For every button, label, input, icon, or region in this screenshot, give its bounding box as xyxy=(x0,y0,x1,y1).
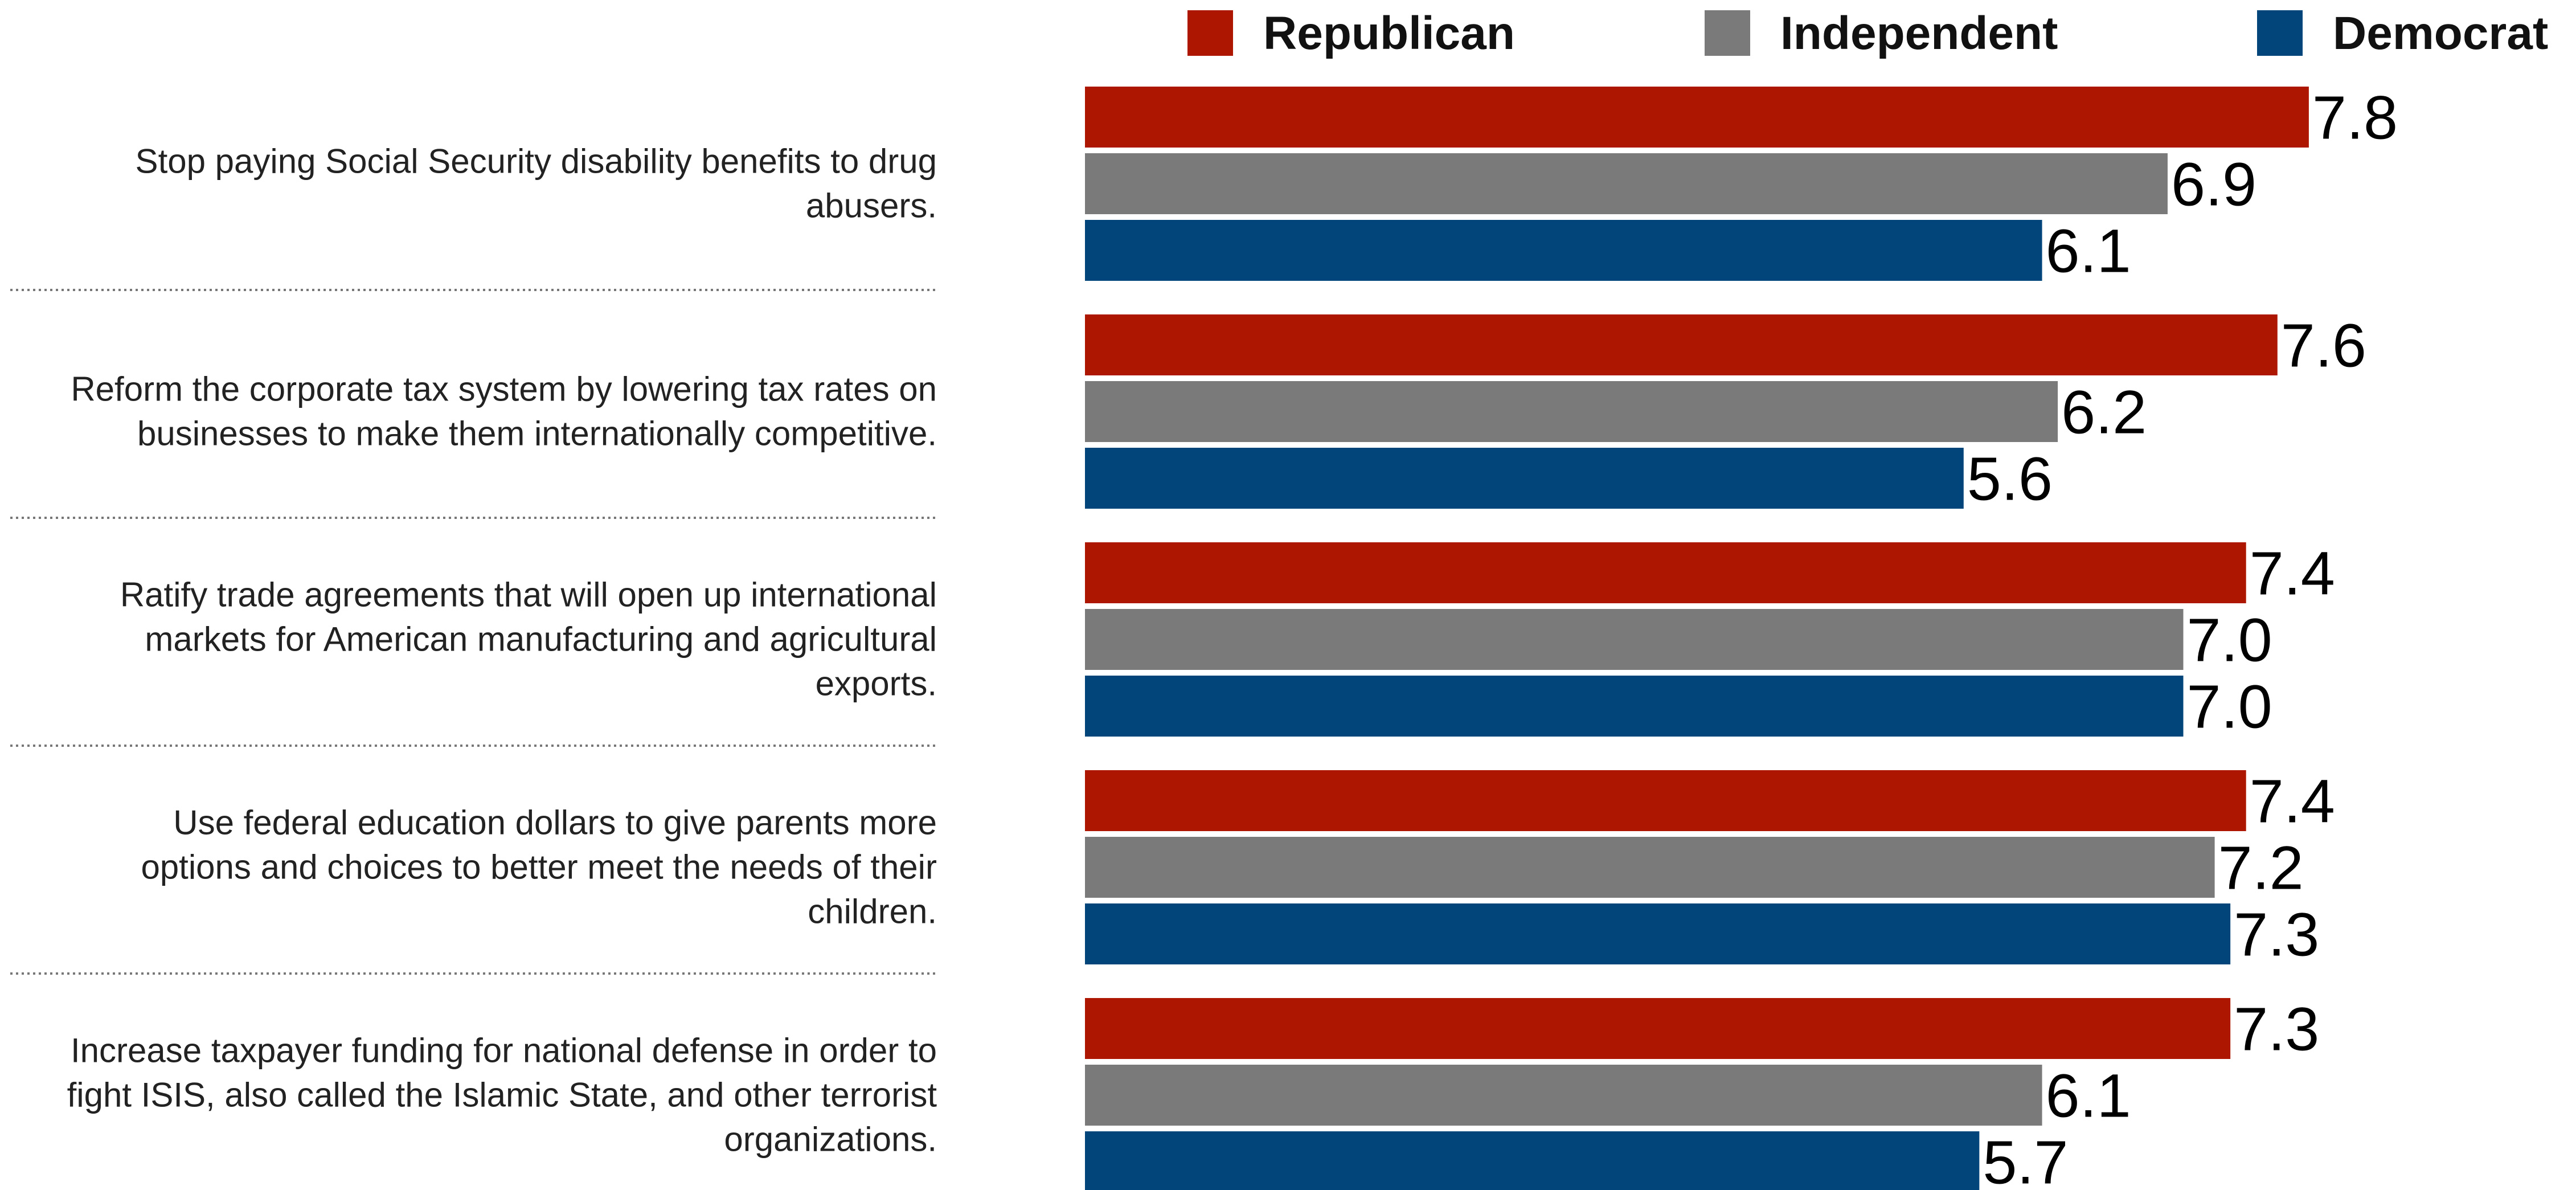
value-label: 7.0 xyxy=(2187,672,2272,741)
category-label: Stop paying Social Security disability b… xyxy=(136,142,937,181)
legend-label-republican: Republican xyxy=(1263,7,1515,59)
category-label: organizations. xyxy=(724,1121,937,1159)
legend-swatch-democrat xyxy=(2257,10,2303,56)
bar-republican xyxy=(1085,314,2278,375)
value-label: 5.7 xyxy=(1983,1128,2068,1190)
value-label: 7.3 xyxy=(2234,995,2319,1064)
legend-label-independent: Independent xyxy=(1780,7,2058,59)
value-label: 7.3 xyxy=(2234,900,2319,969)
bar-democrat xyxy=(1085,676,2184,737)
category-label: abusers. xyxy=(806,187,937,225)
bar-democrat xyxy=(1085,1131,1980,1190)
value-label: 7.0 xyxy=(2187,606,2272,674)
value-label: 7.6 xyxy=(2281,311,2366,380)
category-label: options and choices to better meet the n… xyxy=(141,848,937,886)
bar-independent xyxy=(1085,381,2058,442)
bar-democrat xyxy=(1085,903,2231,964)
bar-democrat xyxy=(1085,220,2042,281)
bar-republican xyxy=(1085,770,2246,831)
bar-independent xyxy=(1085,609,2184,670)
value-label: 7.4 xyxy=(2250,767,2335,836)
category-label: Ratify trade agreements that will open u… xyxy=(120,576,937,614)
value-label: 7.8 xyxy=(2312,83,2398,152)
value-label: 5.6 xyxy=(1967,444,2053,513)
bar-republican xyxy=(1085,87,2309,148)
bar-democrat xyxy=(1085,448,1964,509)
category-label: exports. xyxy=(816,665,937,703)
category-label: markets for American manufacturing and a… xyxy=(145,620,937,659)
bar-republican xyxy=(1085,998,2231,1059)
legend-swatch-independent xyxy=(1705,10,1750,56)
legend-swatch-republican xyxy=(1187,10,1233,56)
value-label: 6.1 xyxy=(2046,216,2131,285)
category-label: Reform the corporate tax system by lower… xyxy=(71,370,937,408)
value-label: 7.2 xyxy=(2218,833,2304,902)
bar-independent xyxy=(1085,837,2215,898)
value-label: 6.1 xyxy=(2046,1061,2131,1130)
category-label: businesses to make them internationally … xyxy=(137,415,937,453)
category-label: Increase taxpayer funding for national d… xyxy=(71,1032,937,1070)
value-label: 6.9 xyxy=(2171,150,2256,219)
bar-independent xyxy=(1085,153,2168,214)
category-label: Use federal education dollars to give pa… xyxy=(173,804,937,842)
value-label: 7.4 xyxy=(2250,539,2335,608)
bar-independent xyxy=(1085,1065,2042,1126)
legend-label-democrat: Democrat xyxy=(2333,7,2548,59)
category-label: fight ISIS, also called the Islamic Stat… xyxy=(67,1076,937,1114)
value-label: 6.2 xyxy=(2061,378,2147,447)
category-label: children. xyxy=(808,893,937,931)
bar-republican xyxy=(1085,542,2246,603)
